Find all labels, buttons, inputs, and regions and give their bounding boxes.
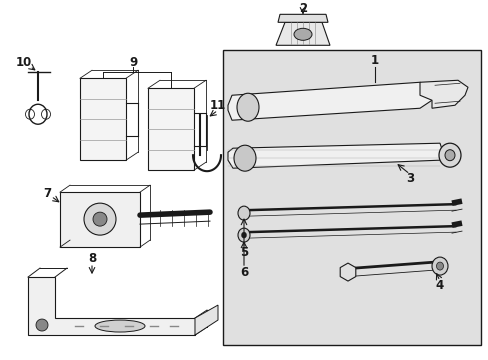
Text: 6: 6: [240, 266, 247, 279]
Polygon shape: [275, 22, 329, 45]
Polygon shape: [419, 80, 467, 108]
Text: 2: 2: [298, 2, 306, 15]
Text: 5: 5: [240, 246, 247, 258]
Polygon shape: [227, 82, 431, 120]
Polygon shape: [195, 305, 218, 335]
Ellipse shape: [237, 93, 259, 121]
Text: 3: 3: [405, 172, 413, 185]
Text: 9: 9: [129, 56, 137, 69]
Text: 8: 8: [88, 252, 96, 265]
Bar: [148, 88, 194, 170]
Text: 7: 7: [43, 186, 51, 200]
Ellipse shape: [238, 206, 249, 220]
Bar: [60, 192, 140, 247]
Text: 10: 10: [16, 56, 32, 69]
Polygon shape: [28, 277, 195, 335]
Ellipse shape: [444, 150, 454, 161]
Polygon shape: [227, 143, 442, 168]
Text: 11: 11: [209, 99, 225, 112]
Ellipse shape: [436, 262, 443, 270]
Polygon shape: [340, 263, 355, 281]
Ellipse shape: [238, 228, 249, 242]
Ellipse shape: [84, 203, 116, 235]
Bar: [223, 50, 480, 345]
Polygon shape: [278, 14, 327, 22]
Text: 4: 4: [435, 279, 443, 292]
Ellipse shape: [293, 28, 311, 40]
Ellipse shape: [438, 143, 460, 167]
Ellipse shape: [36, 319, 48, 331]
Ellipse shape: [234, 145, 256, 171]
Ellipse shape: [431, 257, 447, 275]
Ellipse shape: [241, 232, 246, 238]
Ellipse shape: [93, 212, 107, 226]
Ellipse shape: [95, 320, 145, 332]
Text: 1: 1: [370, 54, 378, 67]
Bar: [80, 78, 126, 160]
